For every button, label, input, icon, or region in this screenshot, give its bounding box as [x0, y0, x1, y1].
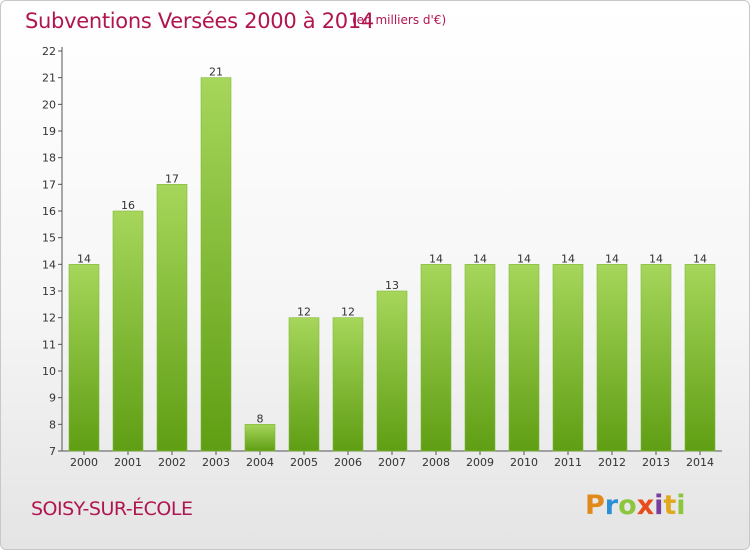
x-tick-label: 2002 [158, 456, 186, 469]
data-label: 14 [561, 252, 575, 265]
bar-2013 [640, 264, 672, 452]
x-tick-label: 2005 [290, 456, 318, 469]
y-tick-label: 13 [42, 285, 56, 298]
y-tick-label: 21 [42, 72, 56, 85]
data-label: 13 [385, 279, 399, 292]
data-label: 14 [429, 252, 443, 265]
data-label: 12 [341, 306, 355, 319]
data-label: 14 [473, 252, 487, 265]
logo-letter: r [604, 490, 619, 521]
logo-letter: i [654, 490, 664, 521]
x-tick-label: 2011 [554, 456, 582, 469]
proxiti-logo: Proxiti [585, 490, 686, 521]
bar-2000 [68, 264, 100, 452]
data-label: 14 [693, 252, 707, 265]
data-label: 14 [649, 252, 663, 265]
y-tick-label: 12 [42, 312, 56, 325]
logo-letter: i [676, 490, 686, 521]
logo-letter: P [585, 490, 605, 521]
data-label: 8 [257, 412, 264, 425]
y-tick-label: 19 [42, 125, 56, 138]
x-tick-label: 2010 [510, 456, 538, 469]
bar-2012 [596, 264, 628, 452]
y-tick-label: 14 [42, 258, 56, 271]
x-tick-label: 2006 [334, 456, 362, 469]
x-tick-label: 2013 [642, 456, 670, 469]
x-tick-label: 2008 [422, 456, 450, 469]
data-label: 14 [517, 252, 531, 265]
commune-name: SOISY-SUR-ÉCOLE [31, 498, 193, 520]
chart-axes: 7 8 9 10 11 12 13 14 15 16 17 18 19 20 21 22 [42, 45, 722, 458]
bar-2010 [508, 264, 540, 452]
x-tick-label: 2014 [686, 456, 714, 469]
x-tick-label: 2003 [202, 456, 230, 469]
data-label: 17 [165, 172, 179, 185]
chart-bars [68, 77, 716, 452]
y-tick-label: 16 [42, 205, 56, 218]
bar-2009 [464, 264, 496, 452]
x-tick-label: 2007 [378, 456, 406, 469]
bar-2007 [376, 290, 408, 452]
y-tick-label: 20 [42, 98, 56, 111]
y-tick-label: 9 [49, 392, 56, 405]
bar-2006 [332, 317, 364, 452]
y-tick-label: 18 [42, 152, 56, 165]
chart-unit: (en milliers d'€) [352, 13, 447, 27]
bar-2014 [684, 264, 716, 452]
y-tick-label: 22 [42, 45, 56, 58]
bar-2003 [200, 77, 232, 452]
data-label: 12 [297, 306, 311, 319]
x-tick-label: 2004 [246, 456, 274, 469]
y-tick-label: 17 [42, 178, 56, 191]
bar-2008 [420, 264, 452, 452]
y-tick-label: 15 [42, 232, 56, 245]
x-tick-label: 2000 [70, 456, 98, 469]
data-label: 14 [605, 252, 619, 265]
y-tick-label: 7 [49, 445, 56, 458]
data-label: 16 [121, 199, 135, 212]
y-tick-label: 11 [42, 338, 56, 351]
x-tick-label: 2009 [466, 456, 494, 469]
logo-letter: x [636, 490, 655, 521]
bar-2004 [244, 424, 276, 452]
bar-2005 [288, 317, 320, 452]
chart-labels: 2000 14 2001 16 2002 17 2003 21 2004 8 2005 12 2006 1… [70, 66, 714, 469]
data-label: 21 [209, 66, 223, 79]
bar-2011 [552, 264, 584, 452]
y-tick-label: 8 [49, 418, 56, 431]
logo-letter: o [618, 490, 637, 521]
y-tick-label: 10 [42, 365, 56, 378]
x-tick-label: 2001 [114, 456, 142, 469]
chart-title: Subventions Versées 2000 à 2014 [25, 9, 374, 33]
bar-2002 [156, 184, 188, 452]
x-tick-label: 2012 [598, 456, 626, 469]
bar-2001 [112, 210, 144, 452]
logo-letter: t [663, 490, 677, 521]
data-label: 14 [77, 252, 91, 265]
